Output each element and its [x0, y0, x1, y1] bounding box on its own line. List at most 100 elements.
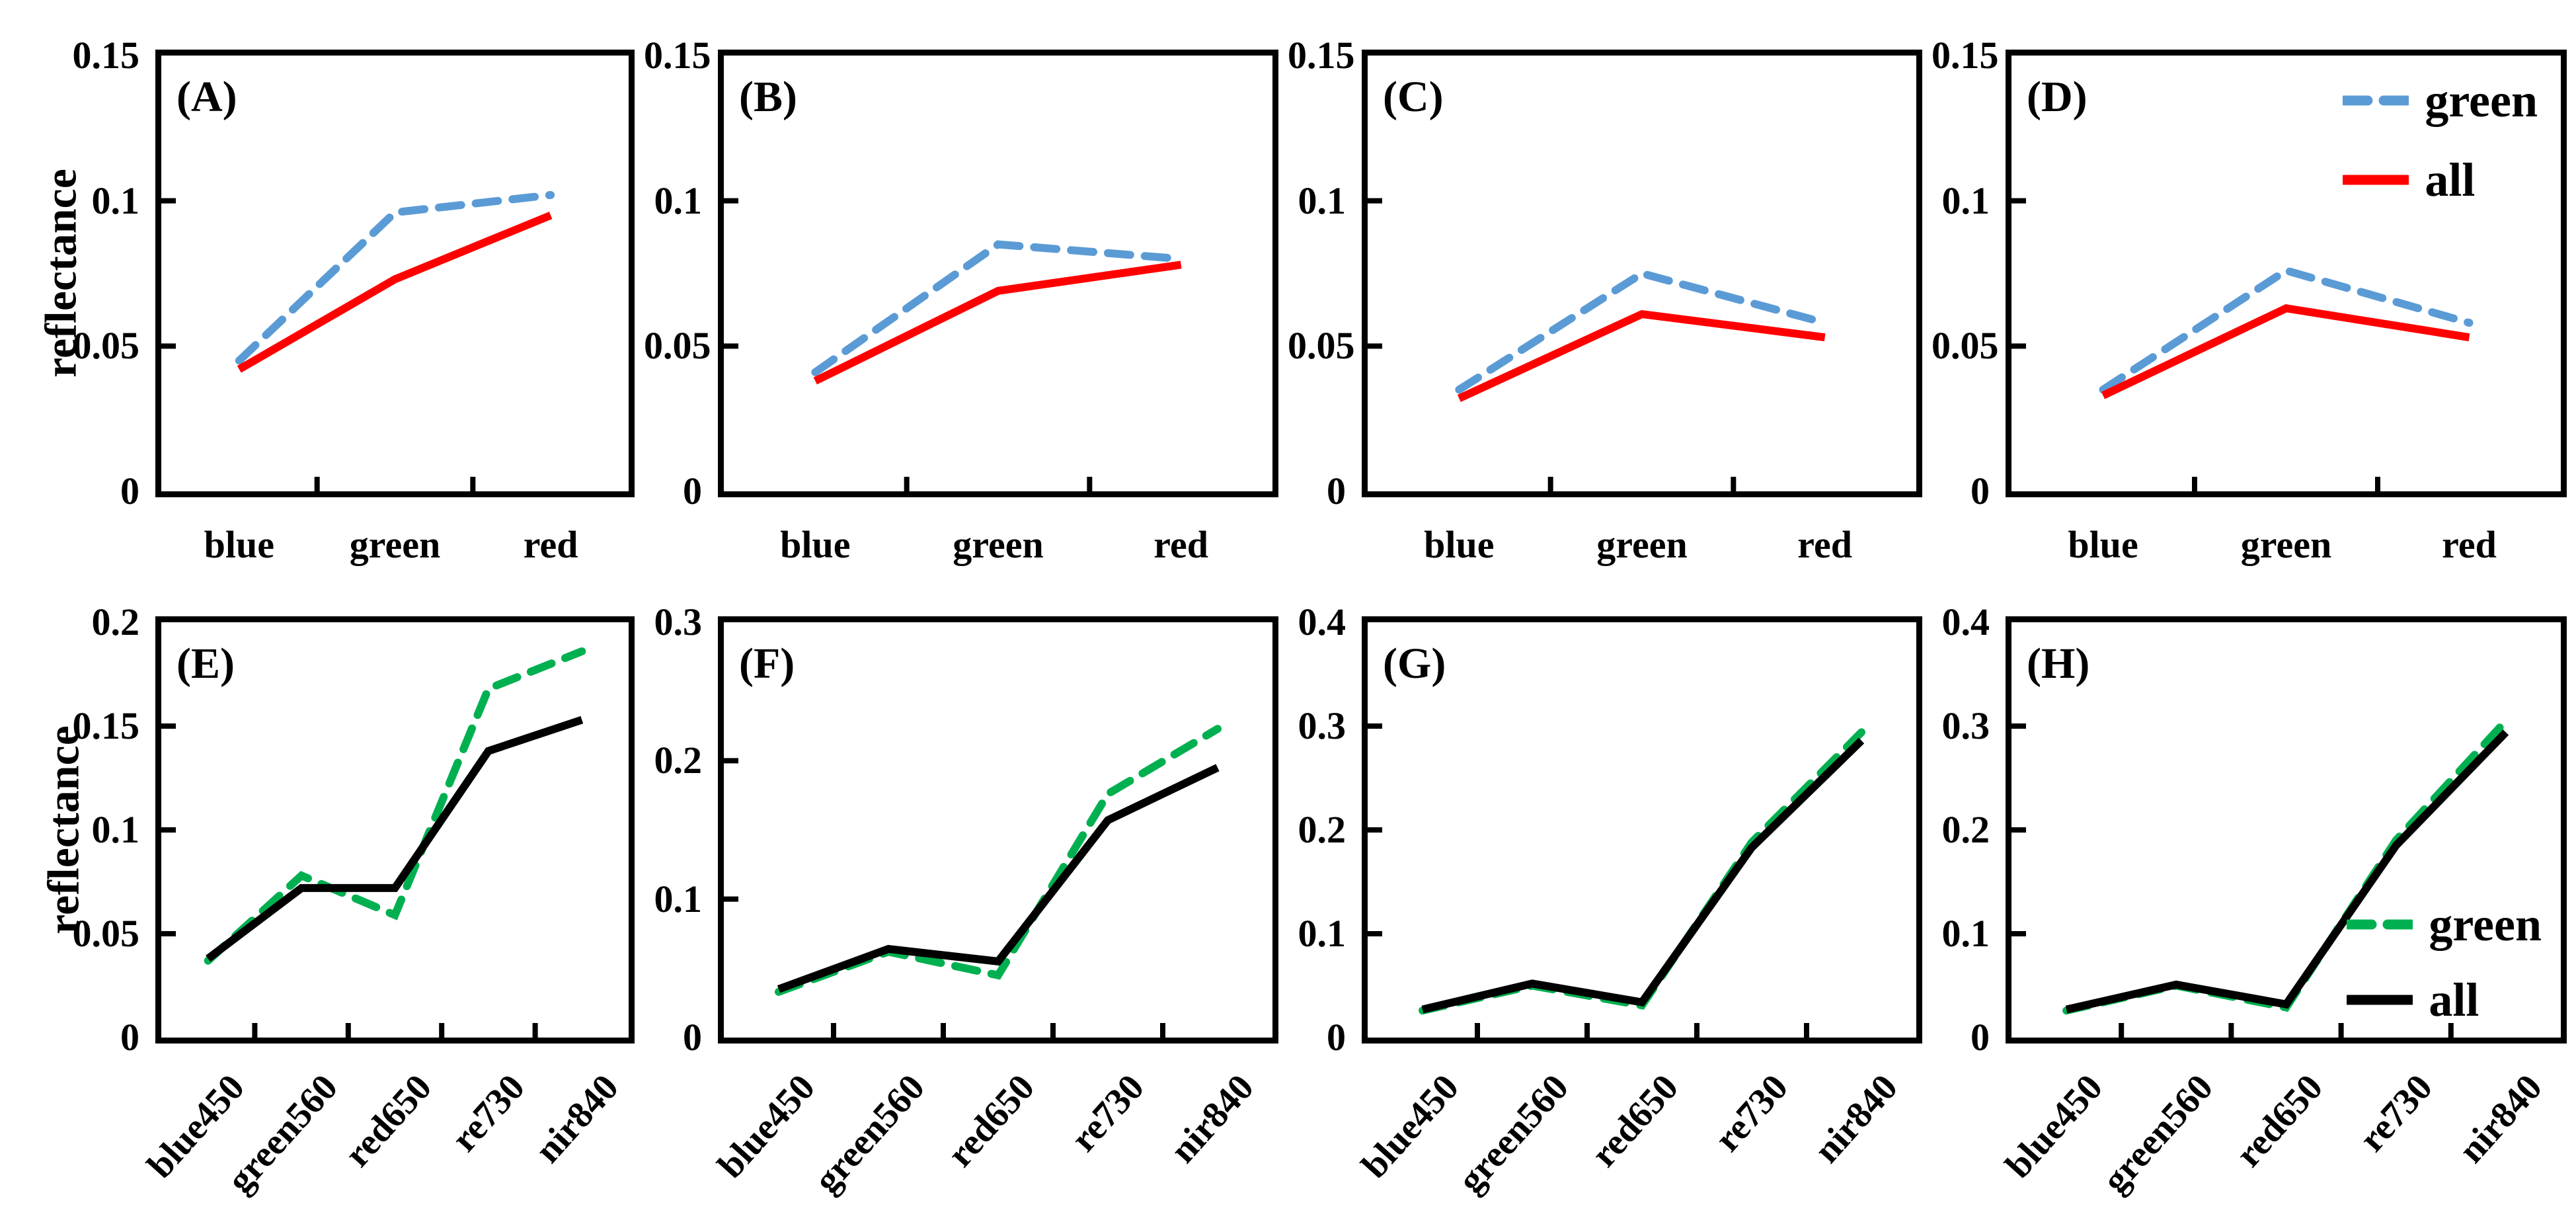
x-axis-category-label: nir840 [527, 1067, 627, 1171]
x-axis-category-label: blue [1424, 523, 1495, 566]
plot-box [2006, 50, 2567, 497]
x-axis-category-label: green560 [2094, 1067, 2221, 1201]
y-axis-tick-label: 0.15 [1288, 34, 1355, 77]
axes-frame [1362, 616, 1922, 1044]
legend-item-all: all [2347, 973, 2542, 1026]
y-axis-tick-label: 0 [120, 1016, 139, 1059]
x-axis-category-label: re730 [1707, 1067, 1797, 1160]
x-axis-category-label: blue450 [710, 1067, 824, 1186]
y-axis-tick-label: 0 [1327, 470, 1346, 512]
y-axis-tick-label: 0.1 [91, 808, 140, 851]
panel-h: (H) green all 0 0.1 0.2 0.3 0.4 blue450 gree [1932, 600, 2576, 1228]
plot-box [2006, 616, 2567, 1044]
x-axis-category-label: red650 [2228, 1067, 2331, 1175]
legend-dash-sample [2343, 95, 2409, 106]
panel-f: (F) 0 0.1 0.2 0.3 blue450 green560 red650 re730… [644, 600, 1288, 1228]
y-axis-tick-label: 0.2 [91, 600, 140, 643]
x-axis-category-label: red650 [939, 1067, 1043, 1175]
y-axis-tick-label: 0.1 [1298, 912, 1347, 955]
x-axis-category-label: red [523, 523, 578, 566]
series-line-green [1419, 728, 1865, 1015]
panel-letter: (H) [2027, 639, 2090, 688]
panel-letter: (G) [1383, 639, 1446, 688]
y-axis-tick-label: 0.05 [1288, 324, 1355, 368]
legend-label: green [2425, 74, 2538, 127]
plot-box [155, 50, 635, 497]
y-axis-tick-label: 0.15 [1932, 34, 1999, 77]
legend-label: green [2429, 898, 2542, 951]
y-axis-tick-label: 0.15 [644, 34, 711, 77]
series-line-green [1455, 269, 1829, 394]
axes-frame [1362, 50, 1922, 497]
y-axis-tick-label: 0.05 [1932, 324, 1999, 368]
y-axis-tick-label: 0.1 [91, 179, 140, 222]
panel-b: (B) 0 0.05 0.1 0.15 blue green red [644, 0, 1288, 608]
y-axis-tick-label: 0.2 [654, 739, 703, 782]
x-axis-category-label: blue450 [1998, 1067, 2111, 1186]
x-axis-category-label: green [953, 523, 1044, 566]
panel-a: reflectance (A) 0 0.05 0.1 0.15 blue green red [0, 0, 644, 608]
plot-box [1362, 50, 1922, 497]
panel-letter: (C) [1383, 73, 1444, 121]
x-axis-category-label: nir840 [2451, 1067, 2551, 1171]
plot-box [155, 616, 635, 1044]
axes-frame [718, 50, 1278, 497]
x-axis-category-label: green [349, 523, 441, 566]
x-axis-category-label: red650 [1583, 1067, 1687, 1175]
x-axis-category-label: re730 [1063, 1067, 1153, 1160]
series-line-green [775, 725, 1222, 996]
x-axis-category-label: nir840 [1163, 1067, 1263, 1171]
legend-label: all [2425, 153, 2476, 206]
x-axis-category-label: red650 [336, 1067, 440, 1175]
y-axis-tick-label: 0.3 [654, 600, 703, 643]
y-axis-tick-label: 0 [1971, 1016, 1990, 1059]
plot-box [718, 616, 1278, 1044]
y-axis-tick-label: 0.3 [1298, 704, 1347, 747]
x-axis-category-label: re730 [444, 1067, 533, 1160]
x-axis-category-label: nir840 [1807, 1067, 1906, 1171]
panel-letter: (B) [739, 73, 797, 121]
series-line-all [1421, 737, 1865, 1014]
y-axis-tick-label: 0.05 [644, 324, 711, 368]
y-axis-tick-label: 0.15 [72, 704, 140, 747]
series-line-green [235, 190, 555, 365]
y-axis-tick-label: 0.1 [1941, 912, 1990, 955]
panel-e: reflectance (E) 0 0.05 0.1 0.15 0.2 blue450 gr… [0, 600, 644, 1228]
y-axis-tick-label: 0.1 [1941, 179, 1990, 222]
x-axis-category-label: blue [2068, 523, 2138, 566]
panel-letter: (D) [2027, 73, 2088, 121]
axes-frame [155, 616, 635, 1044]
series-line-all [2065, 729, 2509, 1014]
x-axis-category-label: green560 [806, 1067, 933, 1201]
y-axis-tick-label: 0.4 [1941, 600, 1990, 643]
legend-line-sample [2347, 994, 2413, 1006]
plot-box [718, 50, 1278, 497]
y-axis-tick-label: 0.1 [1298, 179, 1347, 222]
x-axis-category-label: green [2240, 523, 2332, 566]
x-axis-category-label: red [1797, 523, 1852, 566]
x-axis-category-label: green560 [1450, 1067, 1577, 1201]
legend-item-green: green [2343, 74, 2538, 127]
y-axis-tick-label: 0 [120, 470, 139, 512]
series-line-all [813, 261, 1182, 385]
series-line-green [2099, 266, 2474, 394]
y-axis-tick-label: 0 [1327, 1016, 1346, 1059]
x-axis-category-label: blue [780, 523, 851, 566]
x-axis-category-label: blue [204, 523, 275, 566]
series-line-all [237, 212, 553, 373]
legend-label: all [2429, 973, 2479, 1026]
series-line-all [1457, 309, 1826, 402]
series-line-all [206, 716, 584, 962]
legend-row1: green all [2343, 74, 2538, 206]
legend-line-sample [2343, 174, 2409, 186]
series-line-green [811, 240, 1185, 376]
y-axis-tick-label: 0 [1971, 470, 1990, 512]
y-axis-tick-label: 0.4 [1298, 600, 1347, 643]
x-axis-category-label: re730 [2351, 1067, 2441, 1160]
axes-frame [155, 50, 635, 497]
series-line-green [204, 647, 586, 965]
y-axis-tick-label: 0.3 [1941, 704, 1990, 747]
y-axis-tick-label: 0.05 [72, 912, 140, 955]
axes-frame [718, 616, 1278, 1044]
y-axis-tick-label: 0.1 [654, 179, 703, 222]
